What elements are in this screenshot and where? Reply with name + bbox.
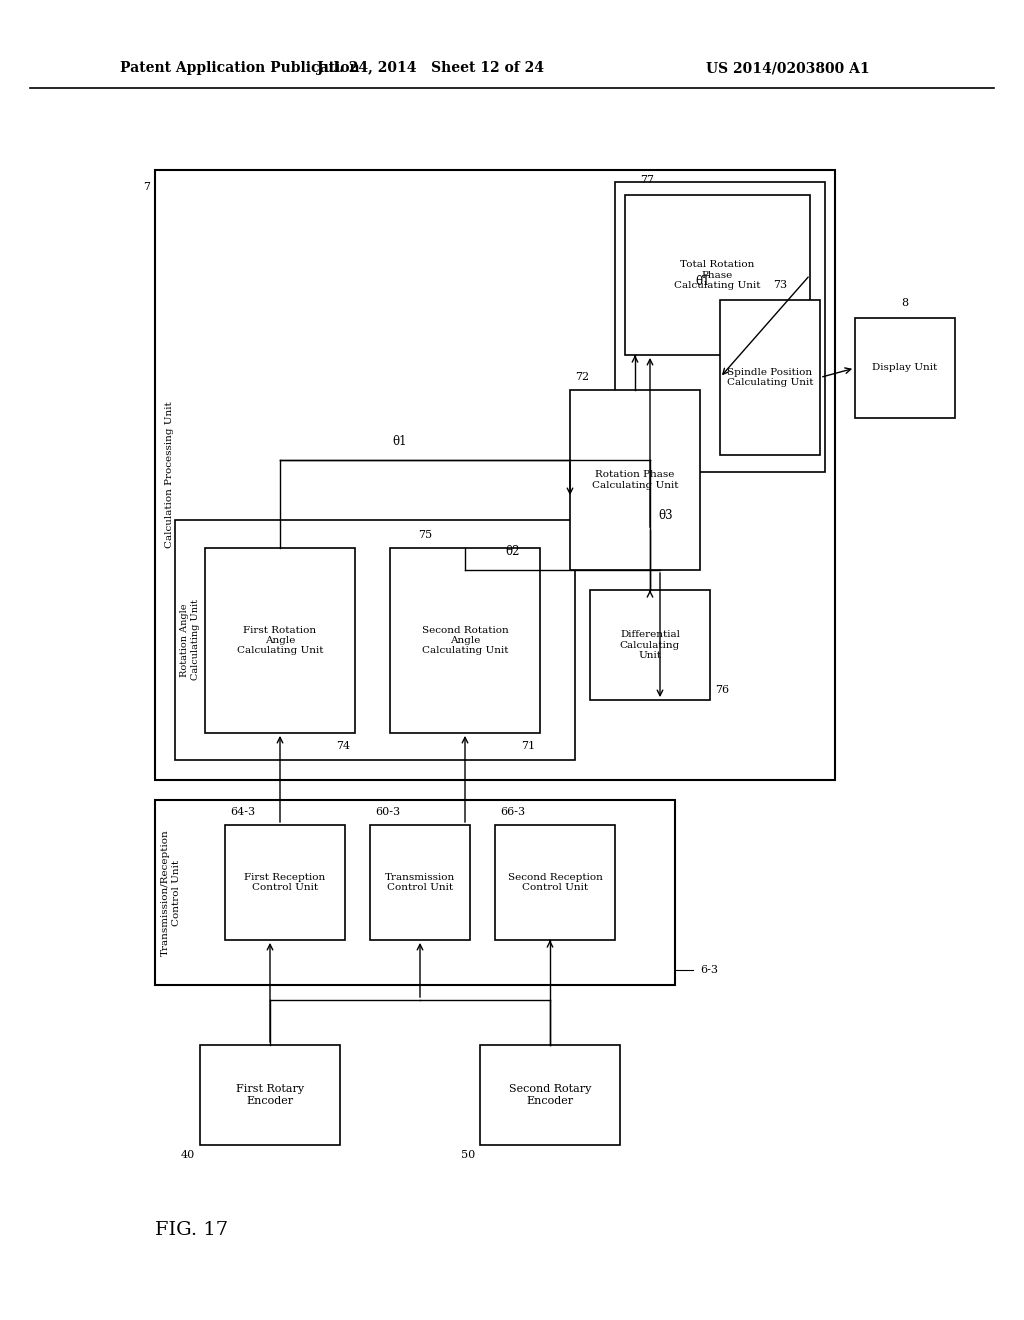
Bar <box>390 548 540 733</box>
Text: First Rotary
Encoder: First Rotary Encoder <box>236 1084 304 1106</box>
Bar <box>225 825 345 940</box>
Text: 7: 7 <box>143 182 150 191</box>
Text: 40: 40 <box>181 1150 195 1160</box>
Text: 74: 74 <box>336 741 350 751</box>
Text: Total Rotation
Phase
Calculating Unit: Total Rotation Phase Calculating Unit <box>674 260 761 290</box>
Text: Transmission
Control Unit: Transmission Control Unit <box>385 873 455 892</box>
Bar <box>570 389 700 570</box>
Text: Differential
Calculating
Unit: Differential Calculating Unit <box>620 630 680 660</box>
Text: First Rotation
Angle
Calculating Unit: First Rotation Angle Calculating Unit <box>237 626 324 656</box>
Text: Second Rotation
Angle
Calculating Unit: Second Rotation Angle Calculating Unit <box>422 626 508 656</box>
Bar <box>590 590 710 700</box>
Text: 6-3: 6-3 <box>700 965 718 975</box>
Text: 71: 71 <box>521 741 535 751</box>
Bar <box>855 318 955 418</box>
Text: Rotation Angle
Calculating Unit: Rotation Angle Calculating Unit <box>180 599 200 681</box>
Text: θ3: θ3 <box>658 510 673 521</box>
Text: 75: 75 <box>418 531 432 540</box>
Bar <box>175 520 575 760</box>
Text: θ1: θ1 <box>393 436 408 447</box>
Text: Second Reception
Control Unit: Second Reception Control Unit <box>508 873 602 892</box>
Text: Second Rotary
Encoder: Second Rotary Encoder <box>509 1084 591 1106</box>
Text: Display Unit: Display Unit <box>872 363 938 372</box>
Text: θT: θT <box>695 275 710 288</box>
Text: 76: 76 <box>715 685 729 696</box>
Text: Patent Application Publication: Patent Application Publication <box>120 61 359 75</box>
Text: Spindle Position
Calculating Unit: Spindle Position Calculating Unit <box>727 368 813 387</box>
Bar <box>200 1045 340 1144</box>
Bar <box>625 195 810 355</box>
Bar <box>205 548 355 733</box>
Bar <box>480 1045 620 1144</box>
Text: Calculation Processing Unit: Calculation Processing Unit <box>166 401 174 548</box>
Bar <box>370 825 470 940</box>
Text: 77: 77 <box>640 176 654 185</box>
Text: Rotation Phase
Calculating Unit: Rotation Phase Calculating Unit <box>592 470 678 490</box>
Text: 66-3: 66-3 <box>500 807 525 817</box>
Text: 73: 73 <box>773 280 787 290</box>
Text: 64-3: 64-3 <box>230 807 255 817</box>
Bar <box>155 170 835 780</box>
Bar <box>155 800 675 985</box>
Text: 50: 50 <box>461 1150 475 1160</box>
Bar <box>615 182 825 473</box>
Text: 72: 72 <box>575 372 589 381</box>
Bar <box>720 300 820 455</box>
Text: Transmission/Reception
Control Unit: Transmission/Reception Control Unit <box>162 829 180 956</box>
Text: First Reception
Control Unit: First Reception Control Unit <box>245 873 326 892</box>
Text: FIG. 17: FIG. 17 <box>155 1221 228 1239</box>
Bar <box>495 825 615 940</box>
Text: US 2014/0203800 A1: US 2014/0203800 A1 <box>707 61 870 75</box>
Text: 60-3: 60-3 <box>375 807 400 817</box>
Text: θ2: θ2 <box>505 545 519 558</box>
Text: Jul. 24, 2014   Sheet 12 of 24: Jul. 24, 2014 Sheet 12 of 24 <box>316 61 544 75</box>
Text: 8: 8 <box>901 298 908 308</box>
